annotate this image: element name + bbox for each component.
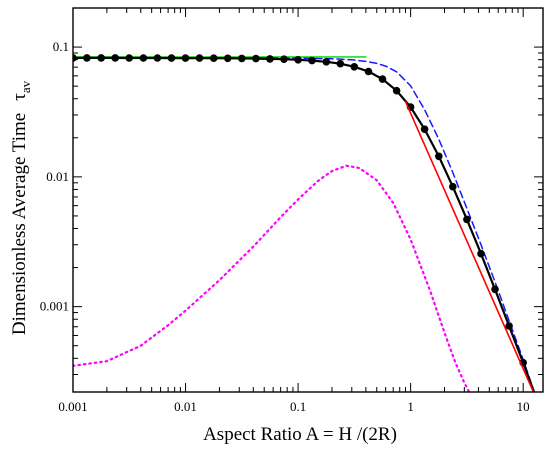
y-tick-label: 0.1: [53, 39, 69, 54]
plot-frame: [72, 7, 544, 393]
data-point: [111, 54, 119, 62]
data-point: [153, 54, 162, 62]
data-point: [125, 54, 133, 62]
data-point: [533, 397, 541, 405]
data-point: [238, 54, 246, 63]
data-point: [195, 54, 204, 62]
x-tick-label: 1: [407, 399, 414, 414]
data-point: [350, 63, 359, 71]
data-point: [280, 55, 288, 63]
data-point: [181, 54, 190, 62]
series-difference-line: [73, 164, 471, 392]
data-point: [266, 55, 274, 63]
data-point: [223, 54, 232, 63]
data-point: [477, 249, 485, 258]
y-axis-label: Dimensionless Average Time τav: [9, 80, 33, 335]
data-point: [392, 86, 401, 95]
data-point: [364, 67, 373, 76]
data-point: [209, 54, 218, 62]
data-point: [308, 56, 316, 65]
y-axis-label-main: Dimensionless Average Time: [9, 113, 30, 335]
data-point: [97, 54, 105, 62]
y-axis-label-symbol: τ: [9, 93, 30, 101]
y-tick-label: 0.01: [46, 169, 69, 184]
x-tick-label: 0.1: [290, 399, 306, 414]
data-point: [420, 125, 429, 133]
data-point: [139, 54, 148, 62]
data-point: [336, 59, 345, 68]
y-tick-label: 0.001: [40, 299, 69, 314]
data-point: [463, 215, 471, 224]
x-axis-label: Aspect Ratio A = H /(2R): [203, 424, 397, 445]
series-approximation-line: [73, 57, 536, 392]
data-point: [322, 58, 331, 66]
data-point: [378, 75, 387, 83]
data-point: [491, 285, 499, 294]
data-point: [435, 152, 443, 161]
series-large-a-asymptote-line: [404, 100, 535, 392]
data-point: [505, 322, 513, 330]
data-point: [83, 54, 91, 62]
x-tick-label: 0.01: [174, 399, 197, 414]
x-tick-label: 10: [517, 399, 530, 414]
ticks-layer: 0.001 0.01 0.1 1 10 0.001 0.01 0.1: [40, 7, 543, 414]
x-tick-label: 0.001: [58, 399, 87, 414]
data-point: [252, 54, 260, 63]
series-simulation-line: [73, 56, 536, 392]
y-axis-label-subscript: av: [18, 80, 33, 93]
data-point: [449, 182, 457, 191]
data-point: [294, 56, 302, 64]
data-point: [167, 54, 176, 62]
series-layer: [73, 54, 541, 405]
